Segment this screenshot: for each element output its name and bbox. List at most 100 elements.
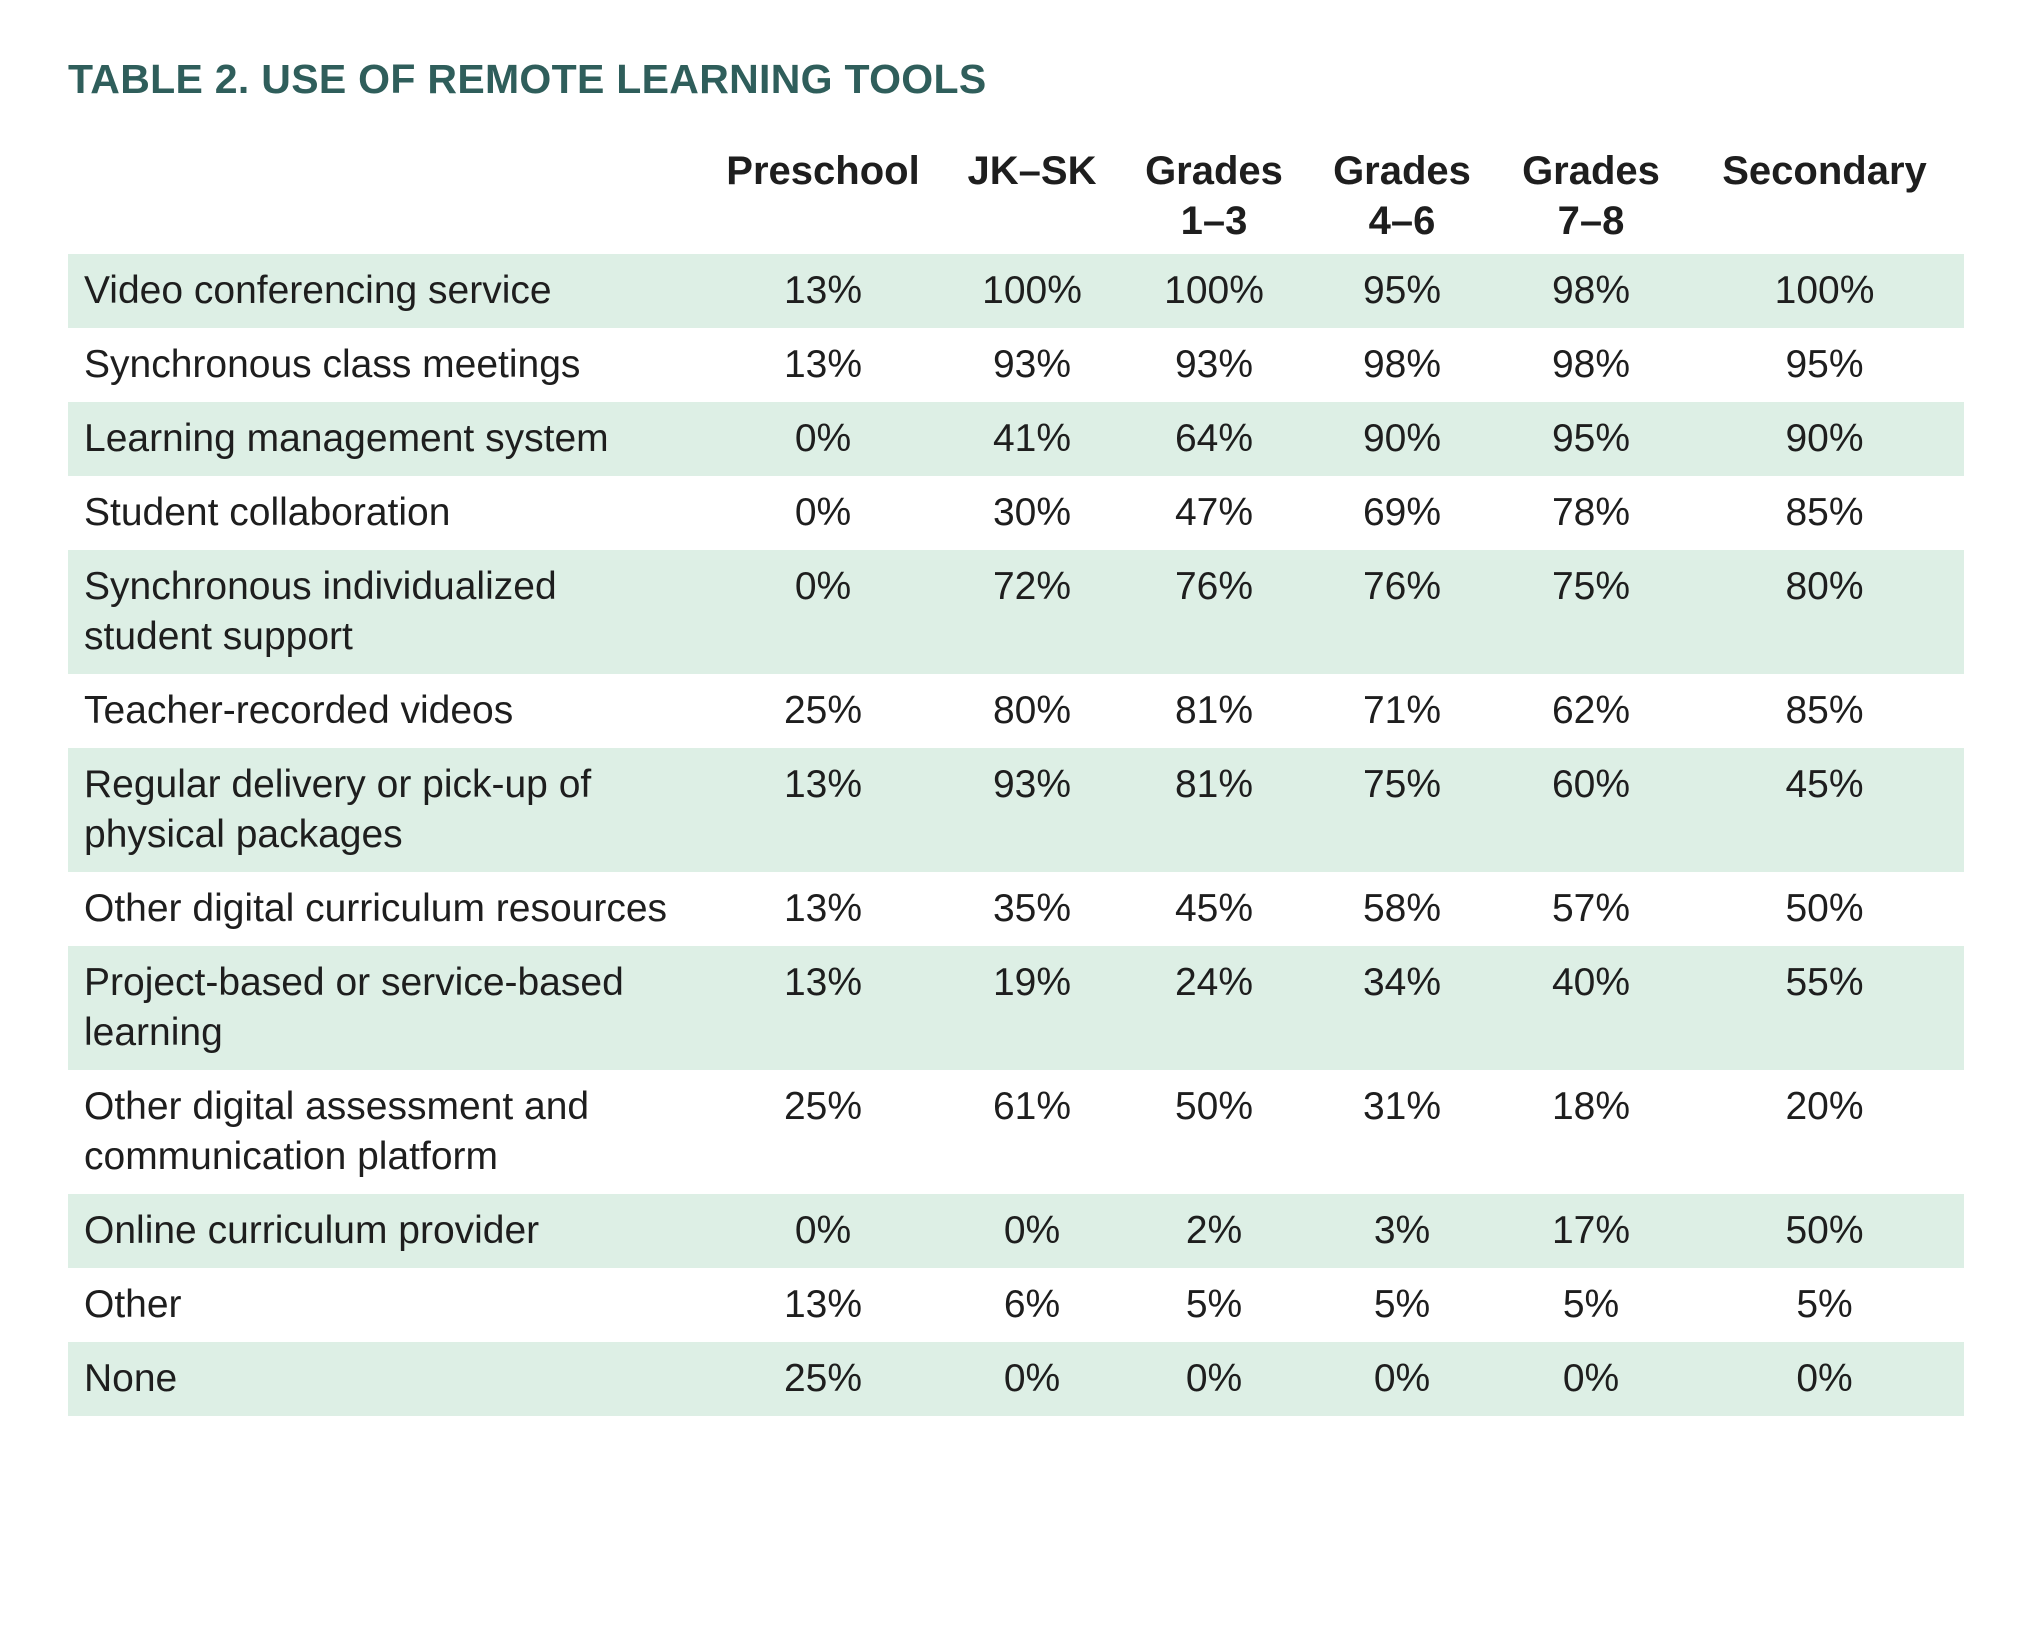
cell-secondary: 50% — [1685, 1194, 1964, 1268]
cell-preschool: 25% — [783, 689, 863, 732]
cell-preschool: 25% — [703, 1342, 943, 1416]
cell-preschool: 0% — [703, 550, 943, 674]
cell-secondary: 90% — [1685, 402, 1964, 476]
cell-grades-4-6: 76% — [1307, 550, 1497, 674]
table-row: Other digital curriculum resources 13% 3… — [68, 872, 1964, 946]
cell-jk-sk: 0% — [943, 1342, 1121, 1416]
table-row: Synchronous individualized student suppo… — [68, 550, 1964, 674]
cell-preschool: 13% — [783, 343, 863, 386]
cell-grades-4-6: 3% — [1307, 1194, 1497, 1268]
table-row: Synchronous class meetings 13% 93% 93% 9… — [68, 328, 1964, 402]
cell-secondary: 80% — [1685, 550, 1964, 674]
table-row: Teacher-recorded videos 25% 80% 81% 71% … — [68, 674, 1964, 748]
cell-grades-1-3: 45% — [1174, 887, 1254, 930]
cell-grades-7-8: 57% — [1551, 887, 1631, 930]
cell-secondary: 100% — [1685, 254, 1964, 328]
cell-secondary: 95% — [1785, 343, 1864, 386]
cell-preschool: 0% — [794, 491, 852, 534]
cell-secondary: 45% — [1685, 748, 1964, 872]
row-label: Synchronous individualized student suppo… — [68, 550, 703, 674]
table-row: None 25% 0% 0% 0% 0% 0% — [68, 1342, 1964, 1416]
table-row: Student collaboration 0% 30% 47% 69% 78%… — [68, 476, 1964, 550]
cell-grades-7-8: 78% — [1551, 491, 1631, 534]
row-label: Teacher-recorded videos — [84, 689, 514, 732]
cell-grades-1-3: 64% — [1121, 402, 1307, 476]
cell-grades-7-8: 75% — [1497, 550, 1685, 674]
cell-grades-1-3: 24% — [1121, 946, 1307, 1070]
cell-grades-7-8: 18% — [1551, 1085, 1631, 1128]
row-label: Project-based or service-based learning — [68, 946, 703, 1070]
cell-secondary: 85% — [1785, 689, 1864, 732]
table-row: Learning management system 0% 41% 64% 90… — [68, 402, 1964, 476]
cell-secondary: 55% — [1685, 946, 1964, 1070]
row-label: None — [68, 1342, 703, 1416]
cell-secondary: 5% — [1796, 1283, 1853, 1326]
cell-grades-4-6: 5% — [1373, 1283, 1431, 1326]
cell-preschool: 13% — [783, 1283, 863, 1326]
cell-secondary: 20% — [1785, 1085, 1864, 1128]
table-row: Regular delivery or pick-up of physical … — [68, 748, 1964, 872]
cell-secondary: 0% — [1685, 1342, 1964, 1416]
cell-preschool: 13% — [783, 887, 863, 930]
cell-jk-sk: 35% — [992, 887, 1072, 930]
cell-jk-sk: 93% — [992, 343, 1072, 386]
row-label: Online curriculum provider — [68, 1194, 703, 1268]
cell-grades-4-6: 98% — [1362, 343, 1442, 386]
cell-grades-1-3: 47% — [1174, 491, 1254, 534]
row-label: Regular delivery or pick-up of physical … — [68, 748, 703, 872]
cell-jk-sk: 19% — [943, 946, 1121, 1070]
cell-grades-7-8: 60% — [1497, 748, 1685, 872]
cell-grades-7-8: 40% — [1497, 946, 1685, 1070]
cell-grades-7-8: 62% — [1551, 689, 1631, 732]
cell-grades-7-8: 5% — [1562, 1283, 1620, 1326]
cell-grades-1-3: 93% — [1174, 343, 1254, 386]
cell-jk-sk: 0% — [943, 1194, 1121, 1268]
cell-grades-4-6: 90% — [1307, 402, 1497, 476]
remote-learning-tools-table: Preschool JK–SK Grades 1–3 Grades 4–6 Gr… — [68, 146, 1964, 1416]
table-row: Video conferencing service 13% 100% 100%… — [68, 254, 1964, 328]
table-row: Project-based or service-based learning … — [68, 946, 1964, 1070]
cell-preschool: 13% — [703, 946, 943, 1070]
table-row: Online curriculum provider 0% 0% 2% 3% 1… — [68, 1194, 1964, 1268]
cell-grades-7-8: 0% — [1497, 1342, 1685, 1416]
header-secondary: Secondary — [1722, 149, 1927, 193]
cell-grades-4-6: 34% — [1307, 946, 1497, 1070]
cell-grades-7-8: 95% — [1497, 402, 1685, 476]
cell-grades-1-3: 2% — [1121, 1194, 1307, 1268]
cell-grades-4-6: 71% — [1362, 689, 1442, 732]
row-label: Other digital curriculum resources — [84, 887, 668, 930]
header-preschool: Preschool — [726, 149, 920, 193]
cell-jk-sk: 30% — [992, 491, 1072, 534]
cell-preschool: 0% — [703, 402, 943, 476]
cell-grades-4-6: 31% — [1362, 1085, 1442, 1128]
cell-grades-1-3: 81% — [1174, 689, 1254, 732]
header-grades-4-6: Grades 4–6 — [1333, 149, 1471, 243]
table-title: TABLE 2. USE OF REMOTE LEARNING TOOLS — [68, 56, 987, 102]
cell-preschool: 13% — [703, 254, 943, 328]
cell-jk-sk: 100% — [943, 254, 1121, 328]
row-label: Synchronous class meetings — [84, 343, 581, 386]
row-label: Other — [84, 1283, 182, 1326]
table-row: Other 13% 6% 5% 5% 5% 5% — [68, 1268, 1964, 1342]
cell-grades-4-6: 95% — [1307, 254, 1497, 328]
cell-grades-1-3: 0% — [1121, 1342, 1307, 1416]
cell-jk-sk: 72% — [943, 550, 1121, 674]
cell-preschool: 13% — [703, 748, 943, 872]
header-jk-sk: JK–SK — [967, 149, 1097, 193]
header-grades-7-8: Grades 7–8 — [1522, 149, 1660, 243]
cell-grades-4-6: 69% — [1362, 491, 1442, 534]
cell-grades-7-8: 98% — [1551, 343, 1631, 386]
cell-jk-sk: 61% — [992, 1085, 1072, 1128]
cell-grades-4-6: 75% — [1307, 748, 1497, 872]
cell-grades-1-3: 76% — [1121, 550, 1307, 674]
table-row: Other digital assessment and communicati… — [68, 1070, 1964, 1194]
cell-jk-sk: 41% — [943, 402, 1121, 476]
cell-grades-1-3: 50% — [1174, 1085, 1254, 1128]
header-grades-1-3: Grades 1–3 — [1145, 149, 1283, 243]
cell-preschool: 0% — [703, 1194, 943, 1268]
cell-secondary: 85% — [1785, 491, 1864, 534]
cell-grades-1-3: 5% — [1185, 1283, 1243, 1326]
cell-jk-sk: 6% — [1003, 1283, 1061, 1326]
cell-grades-1-3: 81% — [1121, 748, 1307, 872]
cell-secondary: 50% — [1785, 887, 1864, 930]
